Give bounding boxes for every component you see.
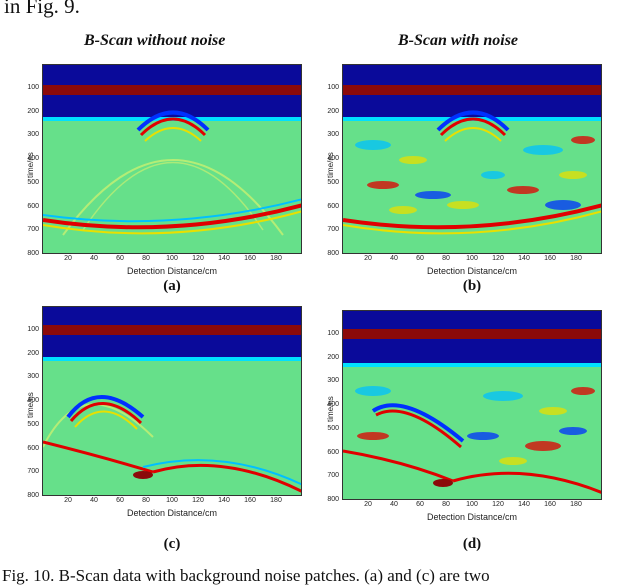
x-tick-label: 60	[416, 501, 424, 508]
y-tick-label: 400	[27, 155, 39, 162]
y-tick-label: 700	[327, 226, 339, 234]
y-tick-label: 800	[27, 492, 39, 499]
column-title-right: B-Scan with noise	[398, 32, 519, 49]
x-tick-label: 100	[166, 255, 178, 262]
x-tick-label: 140	[218, 497, 230, 504]
bscan-image-b	[343, 65, 601, 253]
x-tick-label: 60	[116, 497, 124, 504]
y-tick-label: 300	[27, 373, 39, 381]
x-tick-label: 40	[390, 255, 398, 262]
x-tick-label: 80	[142, 497, 150, 504]
x-tick-label: 180	[270, 255, 282, 262]
x-tick-label: 20	[364, 255, 372, 262]
panel-label-d: (d)	[462, 536, 482, 552]
x-tick-label: 100	[466, 255, 478, 262]
y-tick-label: 500	[327, 424, 339, 432]
panel-label-c: (c)	[163, 536, 181, 552]
x-tick-label: 120	[492, 255, 504, 262]
x-tick-label: 140	[518, 255, 530, 262]
column-title-left: B-Scan without noise	[84, 32, 226, 49]
y-tick-label: 300	[327, 377, 339, 385]
panel-label-b: (b)	[462, 278, 482, 294]
y-tick-label: 600	[27, 444, 39, 452]
panel-b-plot	[342, 64, 602, 254]
y-tick-label: 300	[327, 131, 339, 139]
y-tick-label: 500	[27, 420, 39, 428]
y-tick-label: 600	[327, 448, 339, 456]
x-tick-label: 160	[544, 255, 556, 262]
panel-d-plot	[342, 310, 602, 500]
x-tick-label: 60	[116, 255, 124, 262]
panel-label-a: (a)	[163, 278, 181, 294]
bscan-image-d	[343, 311, 601, 499]
y-tick-label: 700	[27, 468, 39, 476]
x-tick-label: 100	[166, 497, 178, 504]
preceding-text: in Fig. 9.	[4, 0, 80, 18]
x-tick-label: 80	[442, 501, 450, 508]
x-tick-label: 120	[192, 255, 204, 262]
panel-a-plot	[42, 64, 302, 254]
x-tick-label: 120	[192, 497, 204, 504]
bscan-image-a	[43, 65, 301, 253]
y-tick-label: 300	[27, 131, 39, 139]
x-tick-label: 40	[90, 497, 98, 504]
x-axis-label-c: Detection Distance/cm	[126, 508, 218, 518]
x-axis-label-b: Detection Distance/cm	[426, 266, 518, 276]
figure-caption: Fig. 10. B-Scan data with background noi…	[2, 566, 490, 585]
x-tick-label: 40	[390, 501, 398, 508]
y-tick-label: 200	[327, 107, 339, 115]
x-tick-label: 120	[492, 501, 504, 508]
x-tick-label: 20	[64, 497, 72, 504]
y-tick-label: 100	[327, 83, 339, 91]
x-tick-label: 80	[142, 255, 150, 262]
y-tick-label: 800	[27, 250, 39, 257]
y-tick-label: 800	[327, 496, 339, 503]
x-tick-label: 40	[90, 255, 98, 262]
y-tick-label: 700	[327, 472, 339, 480]
y-tick-label: 400	[327, 401, 339, 408]
x-tick-label: 180	[570, 501, 582, 508]
x-axis-label-a: Detection Distance/cm	[126, 266, 218, 276]
x-tick-label: 60	[416, 255, 424, 262]
x-tick-label: 100	[466, 501, 478, 508]
y-tick-label: 400	[327, 155, 339, 162]
y-tick-label: 600	[327, 202, 339, 210]
y-tick-label: 100	[27, 83, 39, 91]
y-tick-label: 100	[327, 329, 339, 337]
y-tick-label: 100	[27, 325, 39, 333]
x-tick-label: 80	[442, 255, 450, 262]
x-axis-label-d: Detection Distance/cm	[426, 512, 518, 522]
y-tick-label: 500	[327, 178, 339, 186]
x-tick-label: 160	[244, 255, 256, 262]
x-tick-label: 20	[364, 501, 372, 508]
x-tick-label: 160	[244, 497, 256, 504]
y-tick-label: 700	[27, 226, 39, 234]
y-tick-label: 600	[27, 202, 39, 210]
y-tick-label: 200	[27, 107, 39, 115]
y-tick-label: 200	[27, 349, 39, 357]
y-tick-label: 400	[27, 397, 39, 404]
x-tick-label: 180	[270, 497, 282, 504]
y-tick-label: 500	[27, 178, 39, 186]
y-tick-label: 200	[327, 353, 339, 361]
bscan-image-c	[43, 307, 301, 495]
y-tick-label: 800	[327, 250, 339, 257]
x-tick-label: 140	[218, 255, 230, 262]
x-tick-label: 160	[544, 501, 556, 508]
x-tick-label: 180	[570, 255, 582, 262]
panel-c-plot	[42, 306, 302, 496]
x-tick-label: 140	[518, 501, 530, 508]
x-tick-label: 20	[64, 255, 72, 262]
